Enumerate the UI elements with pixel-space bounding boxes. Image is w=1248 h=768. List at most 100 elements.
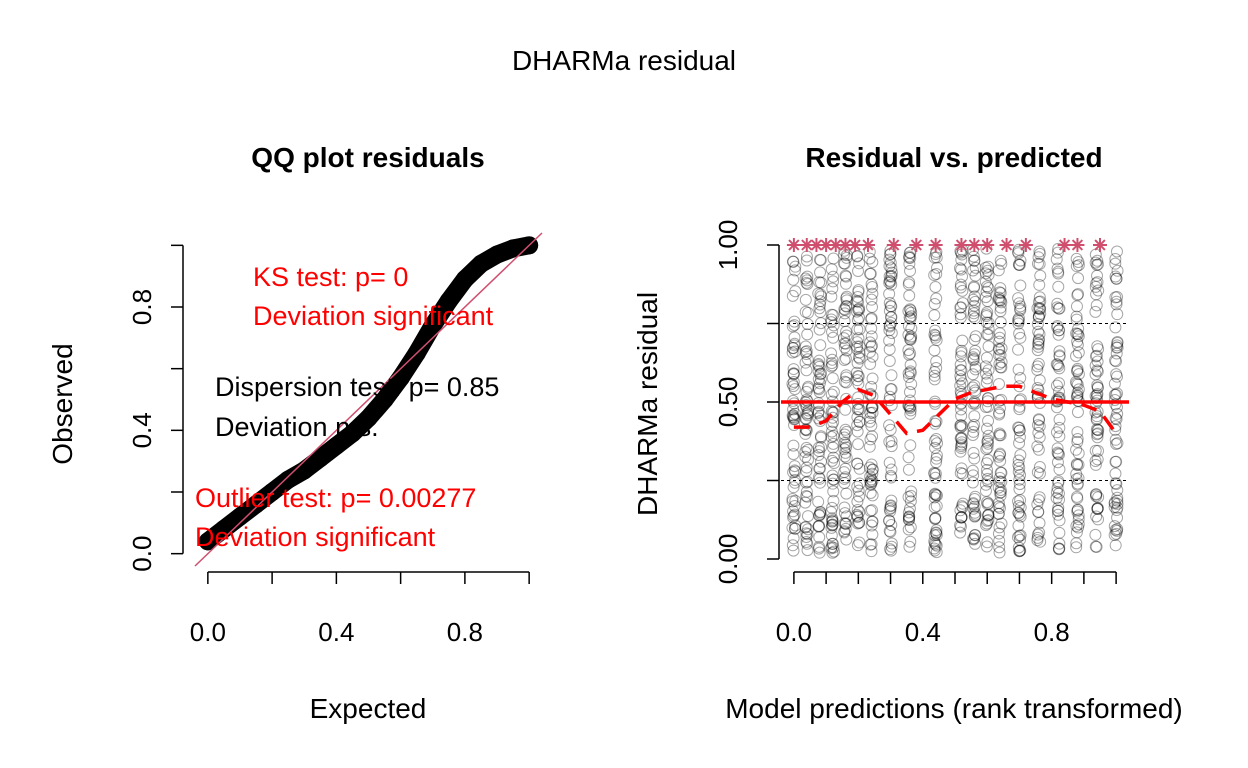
residual-point [903,289,916,302]
outlier-asterisk [786,238,801,252]
residual-point [1111,335,1124,348]
residual-point [789,260,802,273]
residual-point [787,376,800,389]
residual-point [930,433,943,446]
residual-point [885,471,898,484]
residual-point [968,333,981,346]
residual-point [813,302,826,315]
residual-point [1072,447,1085,460]
residual-point [956,497,969,510]
residual-point [885,269,898,282]
residual-point [787,481,800,494]
residual-point [1032,310,1045,323]
residual-point [1050,492,1063,505]
residual-point [930,334,943,347]
qq-point [279,470,298,489]
residual-point [866,372,879,385]
residual-point [825,360,838,373]
residual-point [904,304,917,317]
residual-point [1051,456,1064,469]
residual-point [904,347,917,360]
residual-point [929,512,942,525]
residual-point [813,462,826,475]
residual-point [866,515,879,528]
residual-point [1033,302,1046,315]
residual-point [968,452,981,465]
residual-point [1092,424,1105,437]
residual-point [993,448,1006,461]
residual-point [1110,413,1123,426]
residual-point [866,489,879,502]
residual-point [802,404,815,417]
residual-point [1013,544,1026,557]
residual-point [885,278,898,291]
outlier-test-label: Outlier test: p= 0.00277 [195,483,476,513]
residual-point [800,489,813,502]
outlier-asterisk [1093,238,1107,252]
residual-point [786,539,799,552]
residual-point [981,422,994,435]
residual-point [929,414,942,427]
residual-point [1071,505,1084,518]
residual-points [786,242,1124,559]
residual-point [839,269,852,282]
residual-point [840,371,853,384]
residual-point [837,332,850,345]
residual-point [839,352,852,365]
residual-point [1089,540,1102,553]
qq-point [343,424,362,443]
residual-point [992,264,1005,277]
residual-point [928,298,941,311]
residual-point [1070,490,1083,503]
residual-point [903,510,916,523]
residual-point [884,543,897,556]
residual-point [992,481,1005,494]
residual-point [885,369,898,382]
residual-point [980,457,993,470]
residual-point [902,510,915,523]
residual-point [1072,255,1085,268]
residual-point [799,423,812,436]
residual-point [903,385,916,398]
residual-point [1091,453,1104,466]
residual-point [1050,358,1063,371]
residual-point [1071,362,1084,375]
residual-point [815,430,828,443]
residual-point [1053,430,1066,443]
residual-point [1052,477,1065,490]
residual-point [1031,344,1044,357]
residual-point [801,409,814,422]
residual-point [865,476,878,489]
residual-point [812,441,825,454]
residual-point [851,510,864,523]
residual-point [1091,379,1104,392]
residual-point [982,508,995,521]
residual-point [969,360,982,373]
residual-point [851,323,864,336]
residual-point [993,331,1006,344]
residual-point [955,511,968,524]
qq-y-axis-label: Observed [47,343,78,464]
residual-point [826,518,839,531]
residual-point [1052,360,1065,373]
residual-point [840,300,853,313]
residual-point [838,525,851,538]
residual-point [955,344,968,357]
qq-reference-line [194,232,543,567]
residual-point [1014,468,1027,481]
residual-point [838,443,851,456]
residual-point [801,537,814,550]
residual-point [866,463,879,476]
residual-point [863,346,876,359]
residual-point [1090,488,1103,501]
residual-point [993,475,1006,488]
residual-point [995,296,1008,309]
residual-point [799,293,812,306]
residual-point [994,305,1007,318]
residual-point [982,509,995,522]
residual-point [852,295,865,308]
residual-point [1013,421,1026,434]
residual-point [929,526,942,539]
residual-point [826,325,839,338]
residual-point [980,308,993,321]
